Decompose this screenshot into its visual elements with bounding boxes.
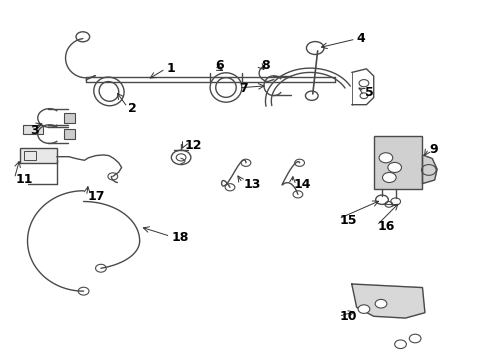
Bar	[64, 129, 75, 139]
Text: 2: 2	[128, 102, 137, 115]
Text: 4: 4	[356, 32, 365, 45]
Text: 7: 7	[239, 82, 248, 95]
Text: 17: 17	[87, 190, 105, 203]
Text: 18: 18	[171, 231, 188, 244]
Text: 11: 11	[15, 173, 33, 186]
Polygon shape	[422, 155, 436, 184]
Text: 13: 13	[243, 178, 261, 191]
Circle shape	[408, 334, 420, 343]
Text: 10: 10	[339, 310, 356, 324]
Circle shape	[357, 305, 369, 314]
Text: 3: 3	[30, 124, 39, 137]
Circle shape	[394, 340, 406, 348]
Text: 14: 14	[293, 178, 310, 191]
Polygon shape	[351, 284, 424, 318]
Text: 1: 1	[166, 62, 175, 75]
Bar	[20, 148, 57, 163]
Text: 5: 5	[365, 86, 373, 99]
Circle shape	[374, 300, 386, 308]
Circle shape	[382, 172, 395, 183]
Circle shape	[387, 162, 401, 172]
Bar	[64, 113, 75, 123]
Text: 12: 12	[184, 139, 202, 152]
Circle shape	[378, 153, 392, 163]
Text: 15: 15	[339, 214, 356, 227]
Text: 6: 6	[215, 59, 224, 72]
Text: 9: 9	[429, 143, 438, 156]
Bar	[24, 151, 36, 160]
Text: 8: 8	[261, 59, 270, 72]
Text: 16: 16	[377, 220, 394, 233]
Bar	[23, 125, 42, 134]
Bar	[373, 136, 422, 189]
